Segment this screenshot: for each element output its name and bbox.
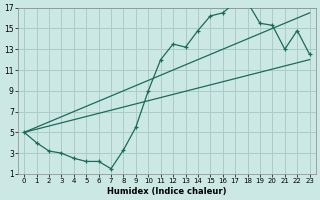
X-axis label: Humidex (Indice chaleur): Humidex (Indice chaleur) (107, 187, 227, 196)
